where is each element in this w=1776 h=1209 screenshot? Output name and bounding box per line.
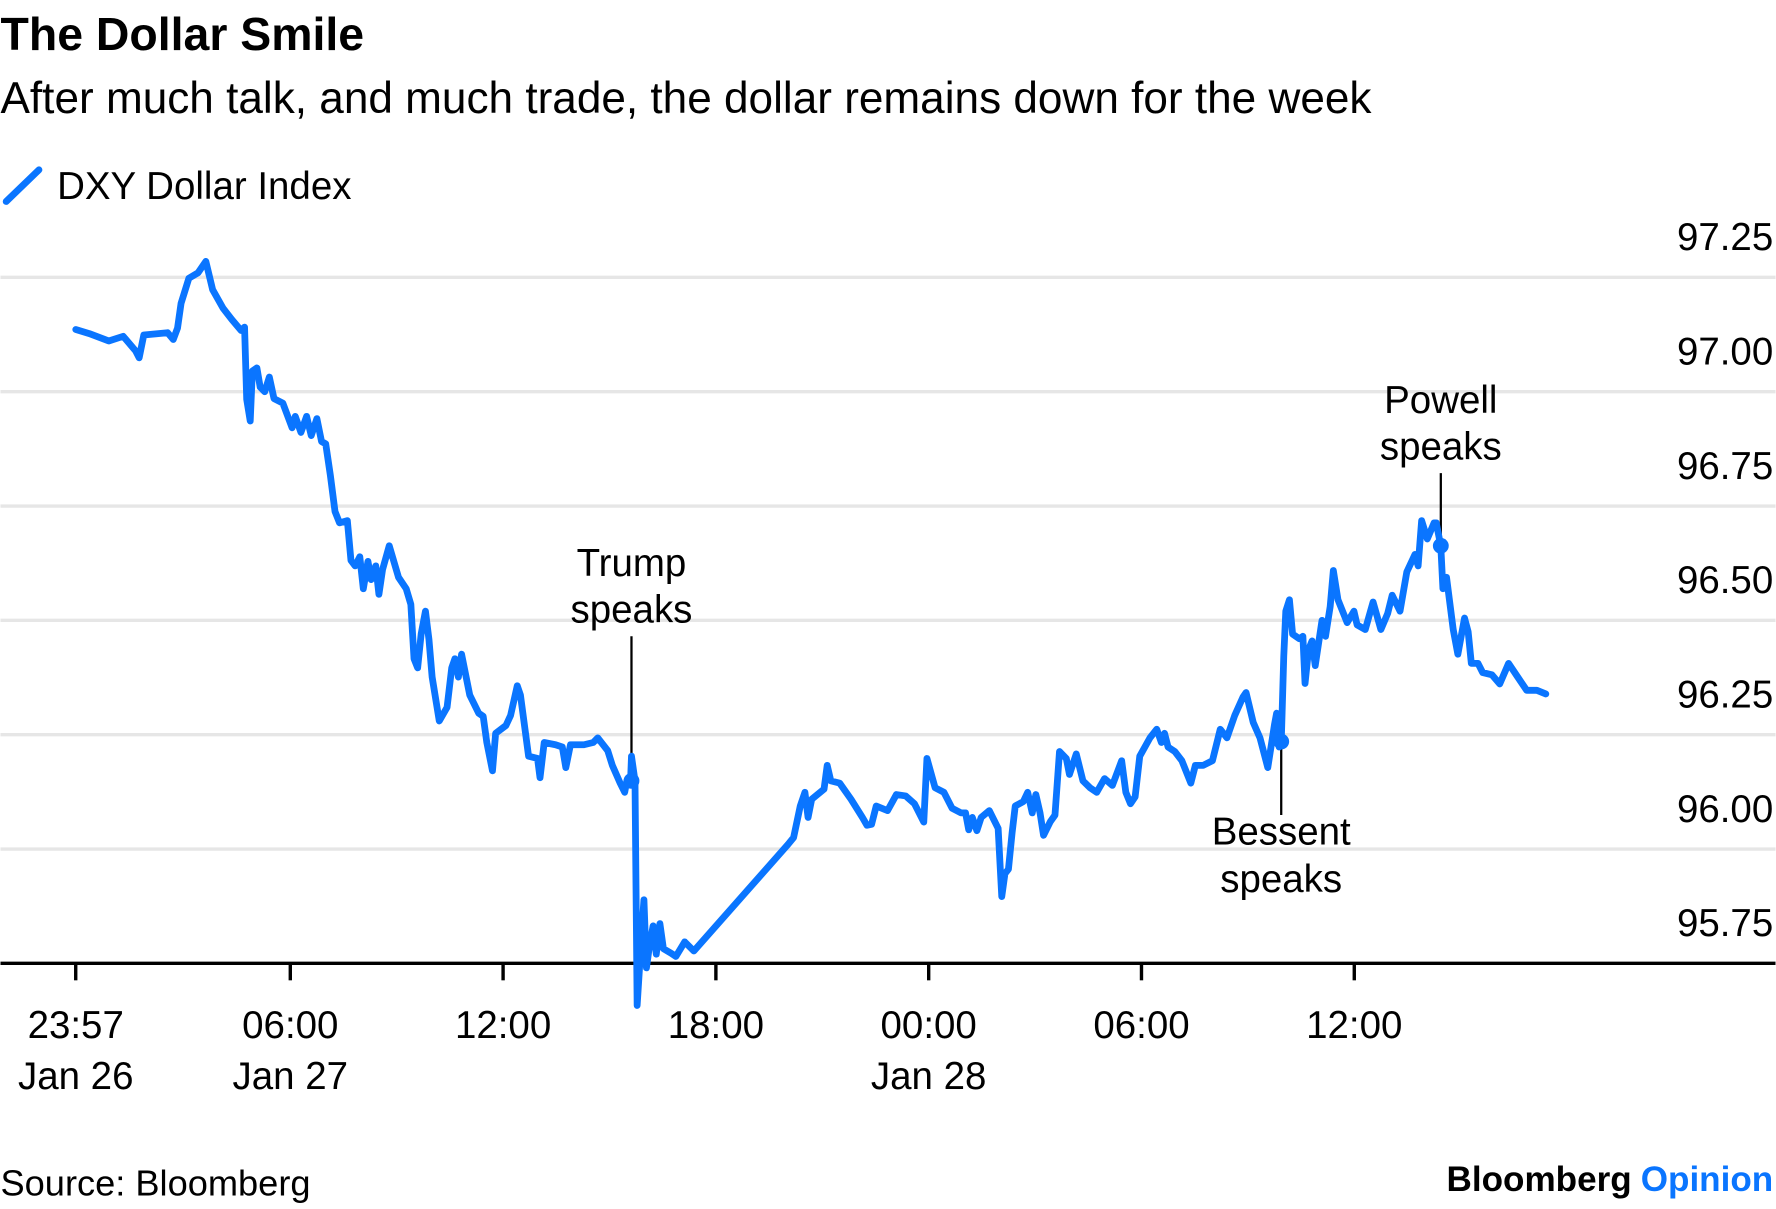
- annotation-dot-powell: [1432, 537, 1449, 554]
- source-note: Source: Bloomberg: [0, 1162, 310, 1203]
- x-tick-date-label: Jan 28: [871, 1055, 987, 1098]
- annotation-powell-line2: speaks: [1380, 426, 1502, 469]
- brand-section: Opinion: [1641, 1160, 1774, 1199]
- y-tick-label: 96.00: [1677, 788, 1773, 831]
- y-axis-labels: 97.25 97.00 96.75 96.50 96.25 96.00 95.75: [1677, 216, 1773, 945]
- annotation-trump-line2: speaks: [571, 589, 693, 632]
- annotation-dots: [623, 537, 1449, 789]
- y-tick-label: 95.75: [1677, 902, 1773, 945]
- legend-swatch-icon: [2, 166, 43, 205]
- annotation-powell-line1: Powell: [1384, 379, 1497, 422]
- x-tick-date-label: Jan 26: [18, 1055, 134, 1098]
- gridlines: [0, 275, 1776, 851]
- chart-title: The Dollar Smile: [0, 8, 364, 60]
- annotation-dot-bessent: [1273, 733, 1290, 750]
- annotation-dot-trump: [623, 772, 640, 789]
- y-tick-label: 97.00: [1677, 331, 1773, 374]
- y-tick-label: 96.50: [1677, 559, 1773, 602]
- x-tick-label: 00:00: [881, 1004, 977, 1047]
- brand-logo: Bloomberg Opinion: [1447, 1160, 1774, 1199]
- x-tick-label: 12:00: [455, 1004, 551, 1047]
- legend-label: DXY Dollar Index: [57, 165, 351, 208]
- chart-subtitle: After much talk, and much trade, the dol…: [0, 74, 1372, 123]
- y-tick-label: 97.25: [1677, 216, 1773, 259]
- x-tick-label: 23:57: [28, 1004, 124, 1047]
- x-tick-label: 12:00: [1306, 1004, 1402, 1047]
- annotation-bessent-line1: Bessent: [1212, 810, 1351, 853]
- annotation-trump-line1: Trump: [577, 542, 687, 585]
- x-tick-label: 06:00: [242, 1004, 338, 1047]
- y-tick-label: 96.25: [1677, 674, 1773, 717]
- x-tick-label: 06:00: [1093, 1004, 1189, 1047]
- legend: DXY Dollar Index: [2, 165, 351, 208]
- brand-name: Bloomberg: [1447, 1160, 1632, 1199]
- series-line-dxy: [72, 257, 1550, 1009]
- annotation-bessent-line2: speaks: [1220, 858, 1342, 901]
- y-tick-label: 96.75: [1677, 445, 1773, 488]
- x-tick-label: 18:00: [668, 1004, 764, 1047]
- x-axis-ticks: 23:57 Jan 26 06:00 Jan 27 12:00 18:00 00:00 Jan…: [18, 963, 1402, 1098]
- x-tick-date-label: Jan 27: [233, 1055, 349, 1098]
